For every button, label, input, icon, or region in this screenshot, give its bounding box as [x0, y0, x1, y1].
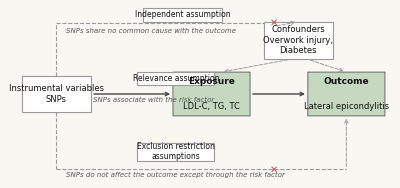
FancyBboxPatch shape	[173, 72, 250, 116]
Text: Exclusion restriction
assumptions: Exclusion restriction assumptions	[137, 142, 215, 161]
Text: ✕: ✕	[270, 17, 278, 27]
FancyBboxPatch shape	[137, 143, 214, 161]
Text: Confounders
Overwork injury,
Diabetes: Confounders Overwork injury, Diabetes	[263, 26, 333, 55]
Text: LDL-C, TG, TC: LDL-C, TG, TC	[183, 102, 240, 111]
Text: Instrumental variables
SNPs: Instrumental variables SNPs	[9, 84, 104, 104]
Text: ✕: ✕	[270, 164, 278, 174]
FancyBboxPatch shape	[143, 8, 222, 22]
Text: Independent assumption: Independent assumption	[135, 10, 230, 19]
FancyBboxPatch shape	[264, 22, 333, 59]
Text: SNPs do not affect the outcome except through the risk factor: SNPs do not affect the outcome except th…	[66, 171, 285, 177]
Text: SNPs share no common cause with the outcome: SNPs share no common cause with the outc…	[66, 29, 236, 34]
FancyBboxPatch shape	[308, 72, 385, 116]
Text: Lateral epicondylitis: Lateral epicondylitis	[304, 102, 389, 111]
Text: Outcome: Outcome	[324, 77, 369, 86]
Text: Exposure: Exposure	[188, 77, 235, 86]
FancyBboxPatch shape	[22, 76, 91, 112]
Text: Relevance assumption: Relevance assumption	[133, 74, 219, 83]
FancyBboxPatch shape	[137, 72, 214, 85]
Text: SNPs associate with the risk factor: SNPs associate with the risk factor	[93, 97, 214, 103]
